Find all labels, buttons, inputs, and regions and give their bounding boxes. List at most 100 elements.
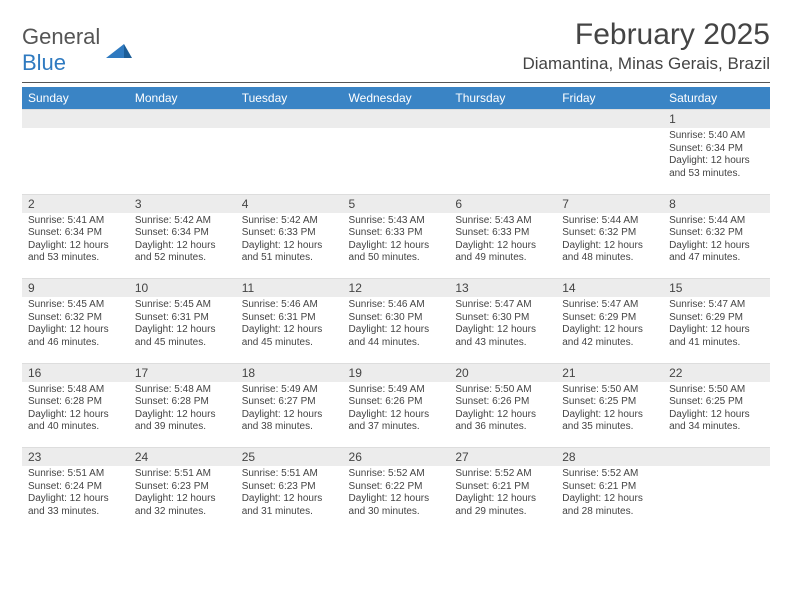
day-line: Sunrise: 5:44 AM	[669, 215, 764, 228]
day-number: 18	[236, 363, 343, 382]
day-line: Daylight: 12 hours	[562, 493, 657, 506]
day-number	[556, 110, 663, 129]
day-line: Daylight: 12 hours	[28, 493, 123, 506]
calendar-table: SundayMondayTuesdayWednesdayThursdayFrid…	[22, 87, 770, 532]
day-line: Sunrise: 5:42 AM	[135, 215, 230, 228]
day-line: and 52 minutes.	[135, 252, 230, 265]
title-block: February 2025 Diamantina, Minas Gerais, …	[522, 18, 770, 74]
day-number: 20	[449, 363, 556, 382]
day-line: and 33 minutes.	[28, 506, 123, 519]
day-line: Sunrise: 5:42 AM	[242, 215, 337, 228]
day-cell: Sunrise: 5:48 AMSunset: 6:28 PMDaylight:…	[22, 382, 129, 448]
day-number	[22, 110, 129, 129]
day-line: Sunset: 6:33 PM	[349, 227, 444, 240]
day-line: Daylight: 12 hours	[242, 493, 337, 506]
day-number: 27	[449, 448, 556, 467]
day-line: Sunset: 6:23 PM	[135, 481, 230, 494]
day-line: Daylight: 12 hours	[349, 324, 444, 337]
day-line: and 40 minutes.	[28, 421, 123, 434]
day-line: Daylight: 12 hours	[455, 240, 550, 253]
day-line: Daylight: 12 hours	[562, 324, 657, 337]
day-cell	[449, 128, 556, 194]
weekday-header-cell: Thursday	[449, 87, 556, 110]
day-number: 21	[556, 363, 663, 382]
day-number: 4	[236, 194, 343, 213]
day-line: Sunset: 6:33 PM	[455, 227, 550, 240]
day-line: and 49 minutes.	[455, 252, 550, 265]
content-row: Sunrise: 5:40 AMSunset: 6:34 PMDaylight:…	[22, 128, 770, 194]
day-line: Sunset: 6:28 PM	[135, 396, 230, 409]
day-number: 12	[343, 279, 450, 298]
logo-word1: General	[22, 24, 100, 49]
weekday-header-cell: Tuesday	[236, 87, 343, 110]
day-line: Sunrise: 5:40 AM	[669, 130, 764, 143]
day-cell: Sunrise: 5:50 AMSunset: 6:25 PMDaylight:…	[663, 382, 770, 448]
day-line: and 29 minutes.	[455, 506, 550, 519]
day-line: and 48 minutes.	[562, 252, 657, 265]
day-number: 8	[663, 194, 770, 213]
day-line: Daylight: 12 hours	[669, 409, 764, 422]
day-line: Sunset: 6:26 PM	[455, 396, 550, 409]
daynum-row: 232425262728	[22, 448, 770, 467]
day-line: and 53 minutes.	[669, 168, 764, 181]
day-cell: Sunrise: 5:44 AMSunset: 6:32 PMDaylight:…	[556, 213, 663, 279]
day-line: Sunset: 6:21 PM	[562, 481, 657, 494]
logo-text: General Blue	[22, 24, 100, 76]
day-line: Sunset: 6:31 PM	[242, 312, 337, 325]
day-number: 24	[129, 448, 236, 467]
day-cell: Sunrise: 5:42 AMSunset: 6:34 PMDaylight:…	[129, 213, 236, 279]
day-line: Daylight: 12 hours	[242, 324, 337, 337]
day-number: 3	[129, 194, 236, 213]
day-line: Daylight: 12 hours	[562, 409, 657, 422]
day-line: Sunrise: 5:49 AM	[242, 384, 337, 397]
day-line: and 34 minutes.	[669, 421, 764, 434]
day-line: Sunrise: 5:51 AM	[242, 468, 337, 481]
divider	[22, 82, 770, 83]
day-cell: Sunrise: 5:46 AMSunset: 6:31 PMDaylight:…	[236, 297, 343, 363]
daynum-row: 2345678	[22, 194, 770, 213]
day-line: Sunset: 6:29 PM	[562, 312, 657, 325]
day-line: and 43 minutes.	[455, 337, 550, 350]
month-title: February 2025	[522, 18, 770, 52]
day-line: Sunrise: 5:50 AM	[562, 384, 657, 397]
day-cell: Sunrise: 5:45 AMSunset: 6:32 PMDaylight:…	[22, 297, 129, 363]
day-line: Sunset: 6:29 PM	[669, 312, 764, 325]
day-number: 25	[236, 448, 343, 467]
day-number	[236, 110, 343, 129]
daynum-row: 1	[22, 110, 770, 129]
day-cell	[22, 128, 129, 194]
day-line: Daylight: 12 hours	[135, 409, 230, 422]
content-row: Sunrise: 5:51 AMSunset: 6:24 PMDaylight:…	[22, 466, 770, 532]
day-line: Sunrise: 5:43 AM	[349, 215, 444, 228]
day-cell: Sunrise: 5:51 AMSunset: 6:23 PMDaylight:…	[129, 466, 236, 532]
day-cell	[343, 128, 450, 194]
day-line: and 42 minutes.	[562, 337, 657, 350]
day-cell: Sunrise: 5:52 AMSunset: 6:22 PMDaylight:…	[343, 466, 450, 532]
day-cell: Sunrise: 5:44 AMSunset: 6:32 PMDaylight:…	[663, 213, 770, 279]
day-line: Daylight: 12 hours	[349, 409, 444, 422]
day-cell: Sunrise: 5:49 AMSunset: 6:26 PMDaylight:…	[343, 382, 450, 448]
calendar-page: General Blue February 2025 Diamantina, M…	[0, 0, 792, 550]
day-line: Sunset: 6:30 PM	[455, 312, 550, 325]
day-cell: Sunrise: 5:50 AMSunset: 6:25 PMDaylight:…	[556, 382, 663, 448]
day-line: Sunrise: 5:47 AM	[669, 299, 764, 312]
day-cell: Sunrise: 5:51 AMSunset: 6:24 PMDaylight:…	[22, 466, 129, 532]
day-line: and 46 minutes.	[28, 337, 123, 350]
day-number	[663, 448, 770, 467]
day-line: Sunset: 6:33 PM	[242, 227, 337, 240]
day-line: Daylight: 12 hours	[242, 240, 337, 253]
day-line: and 45 minutes.	[135, 337, 230, 350]
weekday-header: SundayMondayTuesdayWednesdayThursdayFrid…	[22, 87, 770, 110]
day-line: Daylight: 12 hours	[28, 240, 123, 253]
day-line: and 45 minutes.	[242, 337, 337, 350]
day-line: Daylight: 12 hours	[669, 324, 764, 337]
day-line: Sunrise: 5:52 AM	[562, 468, 657, 481]
day-line: Sunset: 6:28 PM	[28, 396, 123, 409]
day-line: Sunrise: 5:45 AM	[135, 299, 230, 312]
location: Diamantina, Minas Gerais, Brazil	[522, 54, 770, 74]
logo-word2: Blue	[22, 50, 66, 75]
day-line: Sunrise: 5:50 AM	[669, 384, 764, 397]
day-line: Daylight: 12 hours	[455, 324, 550, 337]
day-number: 1	[663, 110, 770, 129]
day-line: Sunset: 6:32 PM	[562, 227, 657, 240]
